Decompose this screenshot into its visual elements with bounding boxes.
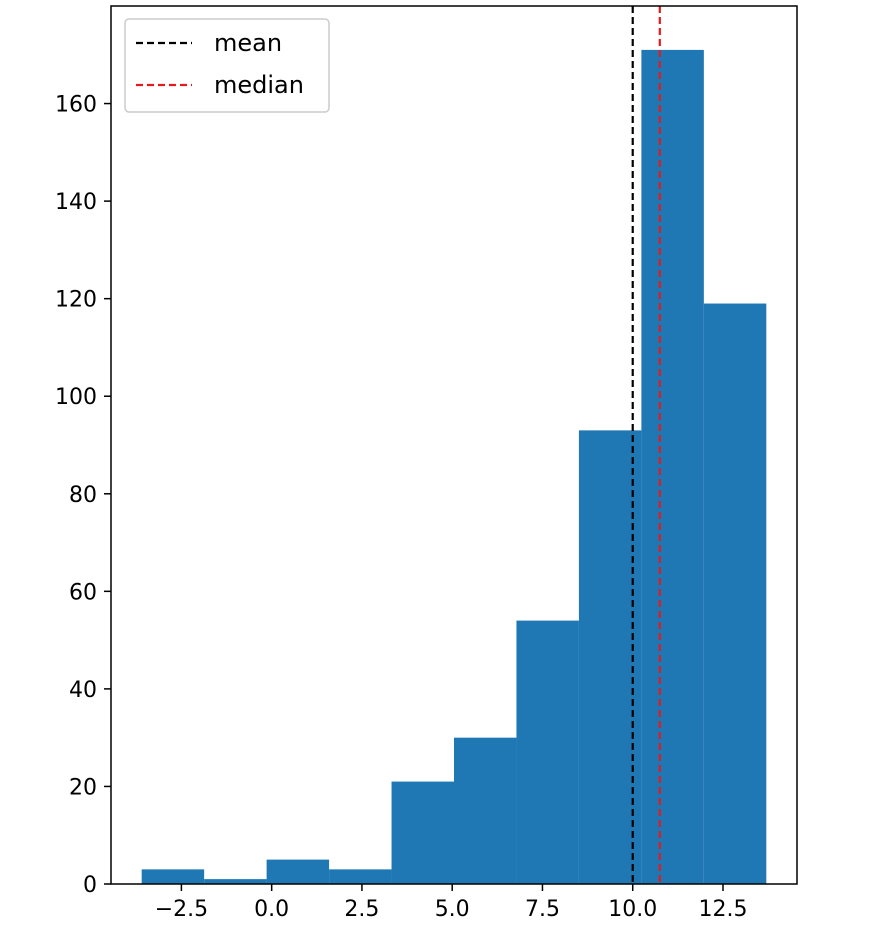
y-tick-label: 120 <box>55 288 97 313</box>
axes-frame <box>110 5 798 885</box>
y-tick-label: 20 <box>69 775 97 800</box>
histogram-bar <box>141 869 205 884</box>
histogram-bar <box>578 430 642 884</box>
y-tick-label: 0 <box>83 873 97 898</box>
y-tick-label: 40 <box>69 678 97 703</box>
histogram-bar <box>454 737 517 884</box>
legend-label-median: median <box>214 71 304 99</box>
x-tick-label: −2.5 <box>155 897 208 922</box>
histogram-bar <box>266 859 330 884</box>
x-tick-label: 12.5 <box>698 897 747 922</box>
x-tick-label: 7.5 <box>525 897 560 922</box>
x-tick-label: 5.0 <box>435 897 470 922</box>
histogram-bar <box>329 869 392 884</box>
histogram-bar <box>516 620 579 884</box>
y-tick-label: 80 <box>69 483 97 508</box>
reference-lines <box>631 6 661 884</box>
x-tick-label: 0.0 <box>254 897 289 922</box>
x-tick-label: 2.5 <box>344 897 379 922</box>
legend-label-mean: mean <box>214 29 282 57</box>
histogram-bar <box>641 49 704 884</box>
x-axis: −2.5 0.0 2.5 5.0 7.5 10.0 12.5 <box>155 884 747 922</box>
x-tick-label: 10.0 <box>608 897 657 922</box>
legend: mean median <box>124 18 330 113</box>
histogram-bars <box>141 49 767 884</box>
y-tick-label: 160 <box>55 93 97 118</box>
y-axis: 0 20 40 60 80 100 120 140 160 <box>55 93 111 898</box>
y-tick-label: 60 <box>69 580 97 605</box>
histogram-bar <box>204 879 267 884</box>
y-tick-label: 140 <box>55 190 97 215</box>
histogram-bar <box>703 303 767 884</box>
histogram-bar <box>391 781 454 884</box>
y-tick-label: 100 <box>55 385 97 410</box>
